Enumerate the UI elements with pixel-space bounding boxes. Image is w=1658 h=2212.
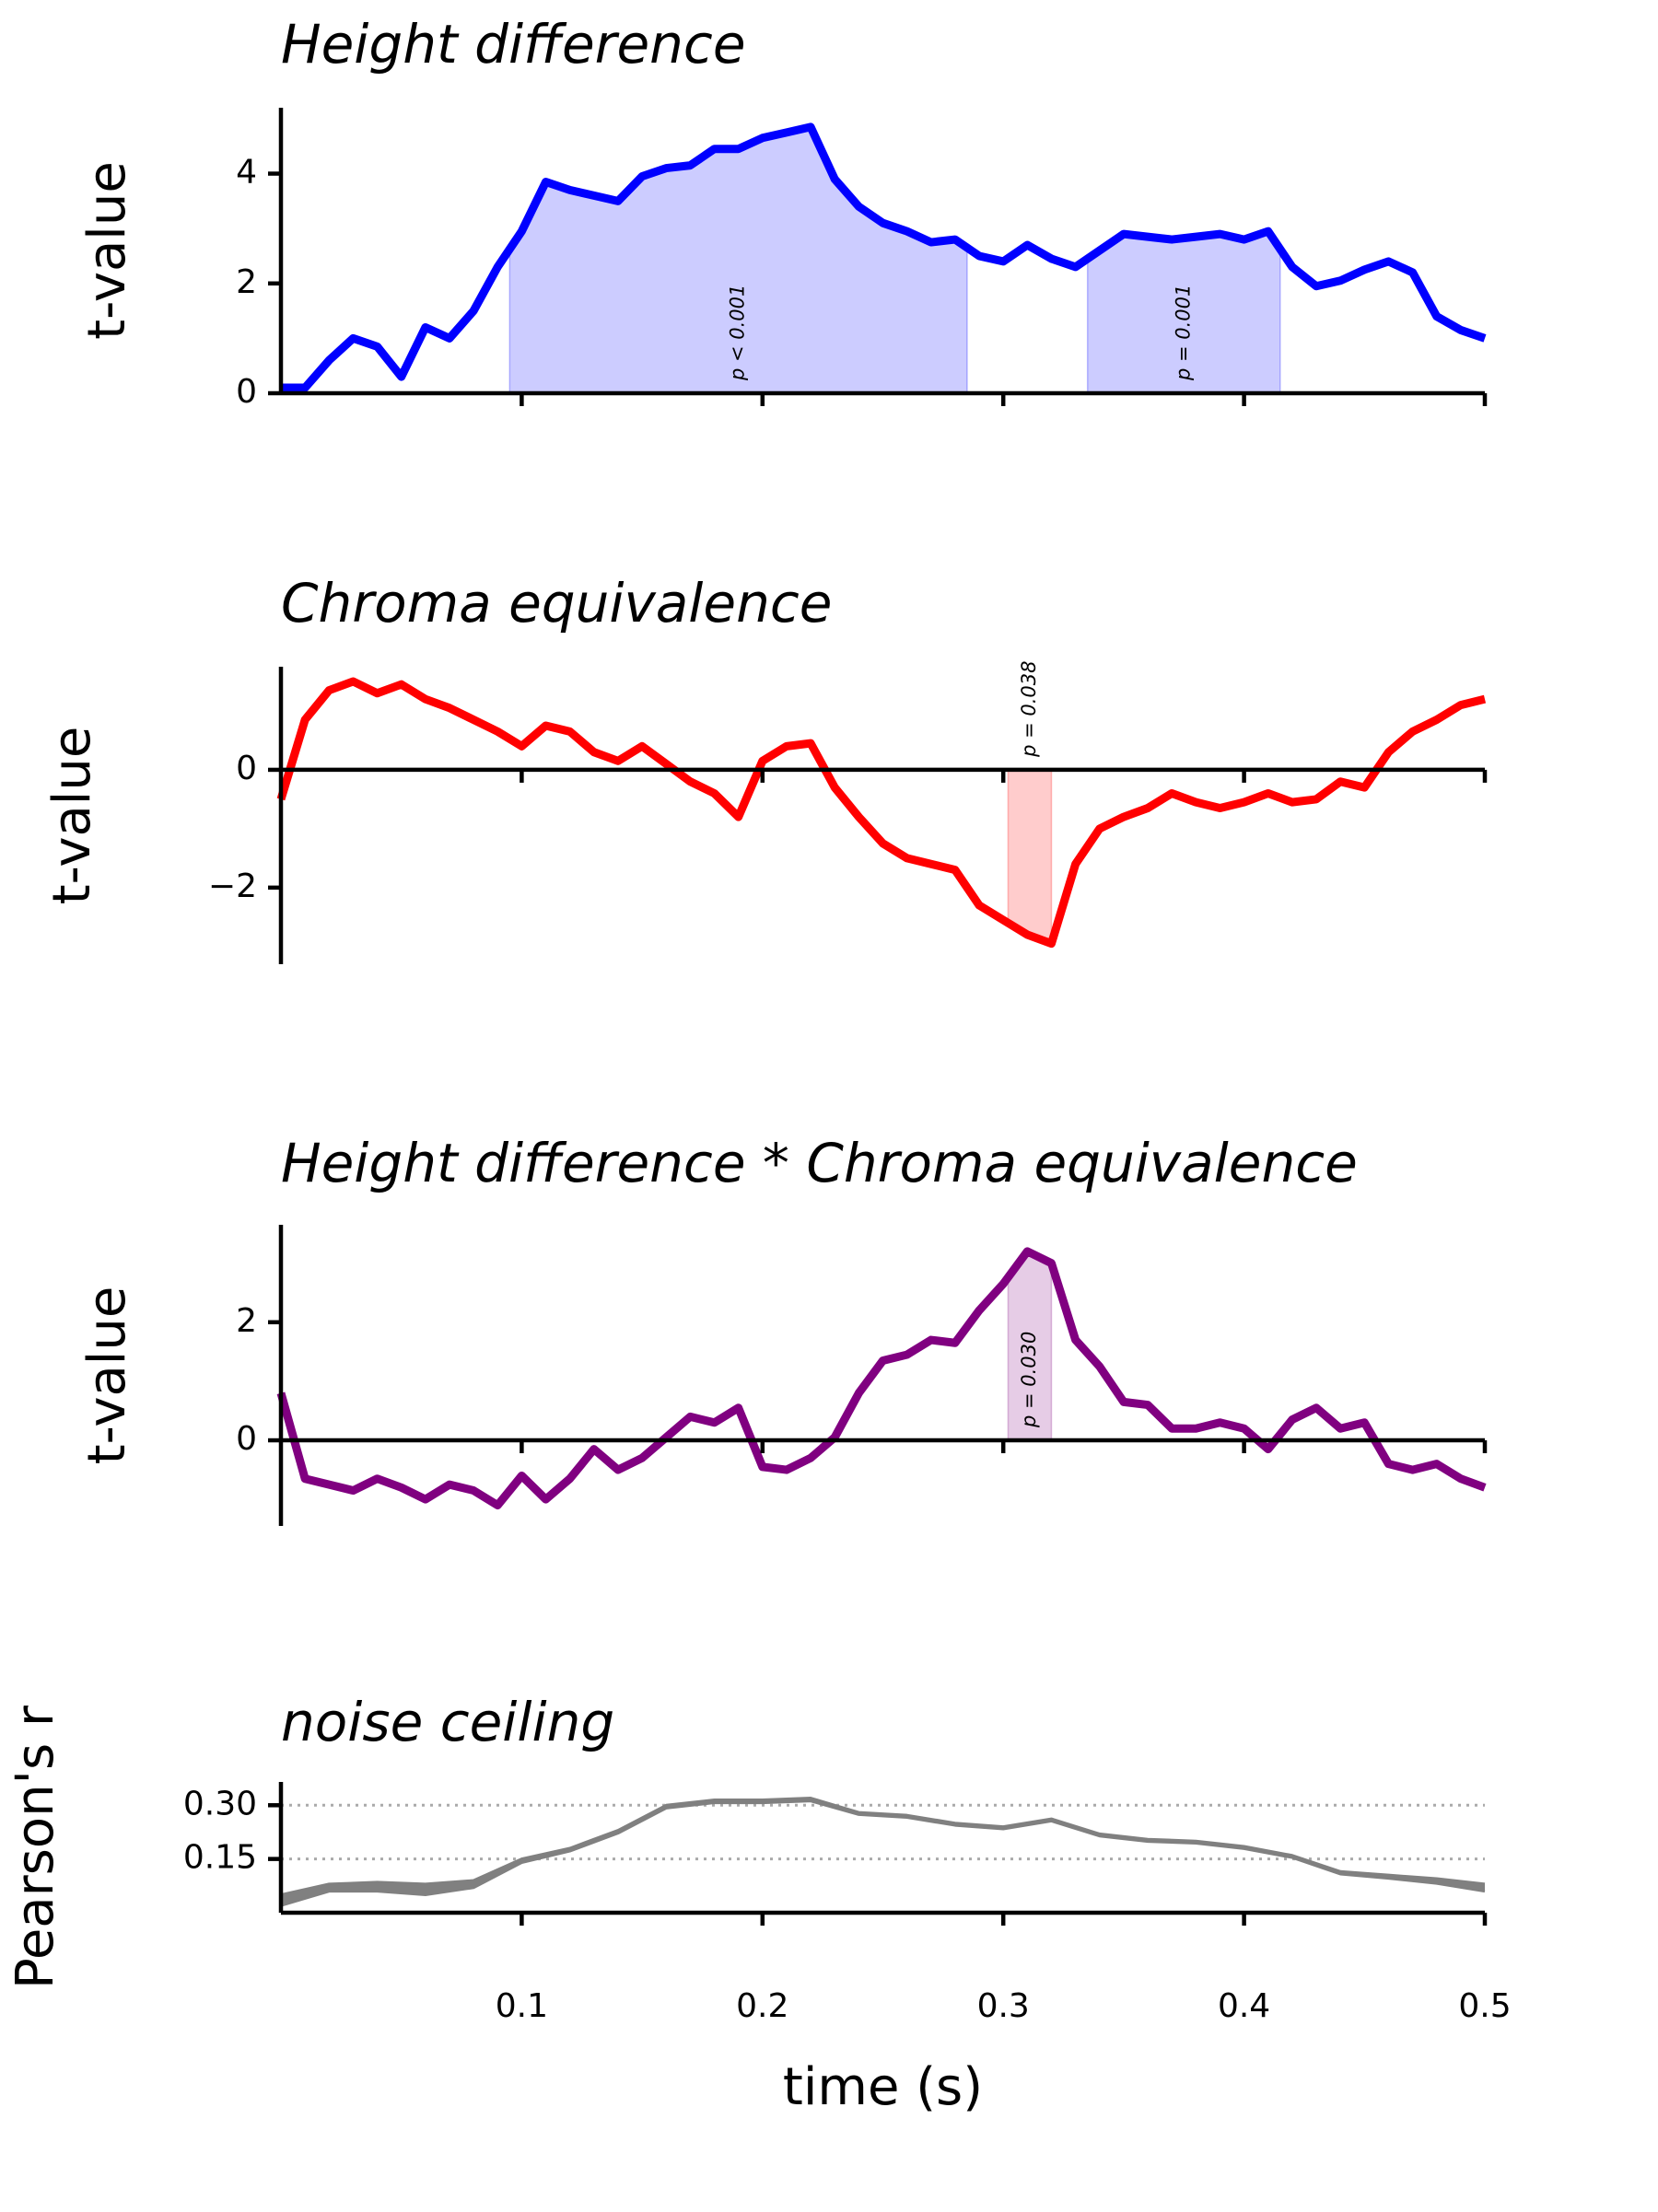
x-tick-label: 0.1 (496, 1987, 548, 2025)
x-tick-label: 0.3 (977, 1987, 1030, 2025)
y-tick-label: 4 (236, 154, 257, 192)
panel-title: Height difference (281, 13, 746, 76)
y-tick-label: 0 (236, 1420, 257, 1458)
panel-title: Height difference * Chroma equivalence (281, 1132, 1358, 1194)
y-axis-label: t-value (77, 161, 137, 340)
y-axis-label: t-value (42, 727, 102, 905)
x-tick-label: 0.2 (736, 1987, 788, 2025)
cluster-label: p = 0.001 (1172, 285, 1194, 381)
x-tick-label: 0.4 (1218, 1987, 1270, 2025)
cluster-label: p = 0.038 (1018, 661, 1040, 758)
band-upper (280, 1797, 1486, 1897)
y-tick-label: 2 (236, 1302, 257, 1340)
y-tick-label: 0 (236, 373, 257, 411)
panel-title: Chroma equivalence (281, 572, 832, 634)
y-tick-label: 2 (236, 263, 257, 301)
x-axis-label: time (s) (783, 2057, 983, 2117)
y-axis-label: t-value (77, 1286, 137, 1465)
cluster-label: p < 0.001 (727, 285, 749, 381)
panel-title: noise ceiling (281, 1691, 614, 1753)
data-line (276, 1247, 1487, 1510)
data-line (276, 677, 1487, 949)
x-tick-label: 0.5 (1458, 1987, 1511, 2025)
band-lower (280, 1799, 1486, 1907)
cluster-label: p = 0.030 (1018, 1332, 1040, 1428)
data-line (281, 122, 1487, 392)
cluster-shade (1007, 769, 1053, 945)
y-axis-label: Pearson's r (6, 1705, 65, 1989)
y-tick-label: 0.30 (183, 1785, 257, 1822)
y-tick-label: 0.15 (183, 1839, 257, 1877)
y-tick-label: 0 (236, 750, 257, 787)
y-tick-label: −2 (208, 867, 257, 905)
